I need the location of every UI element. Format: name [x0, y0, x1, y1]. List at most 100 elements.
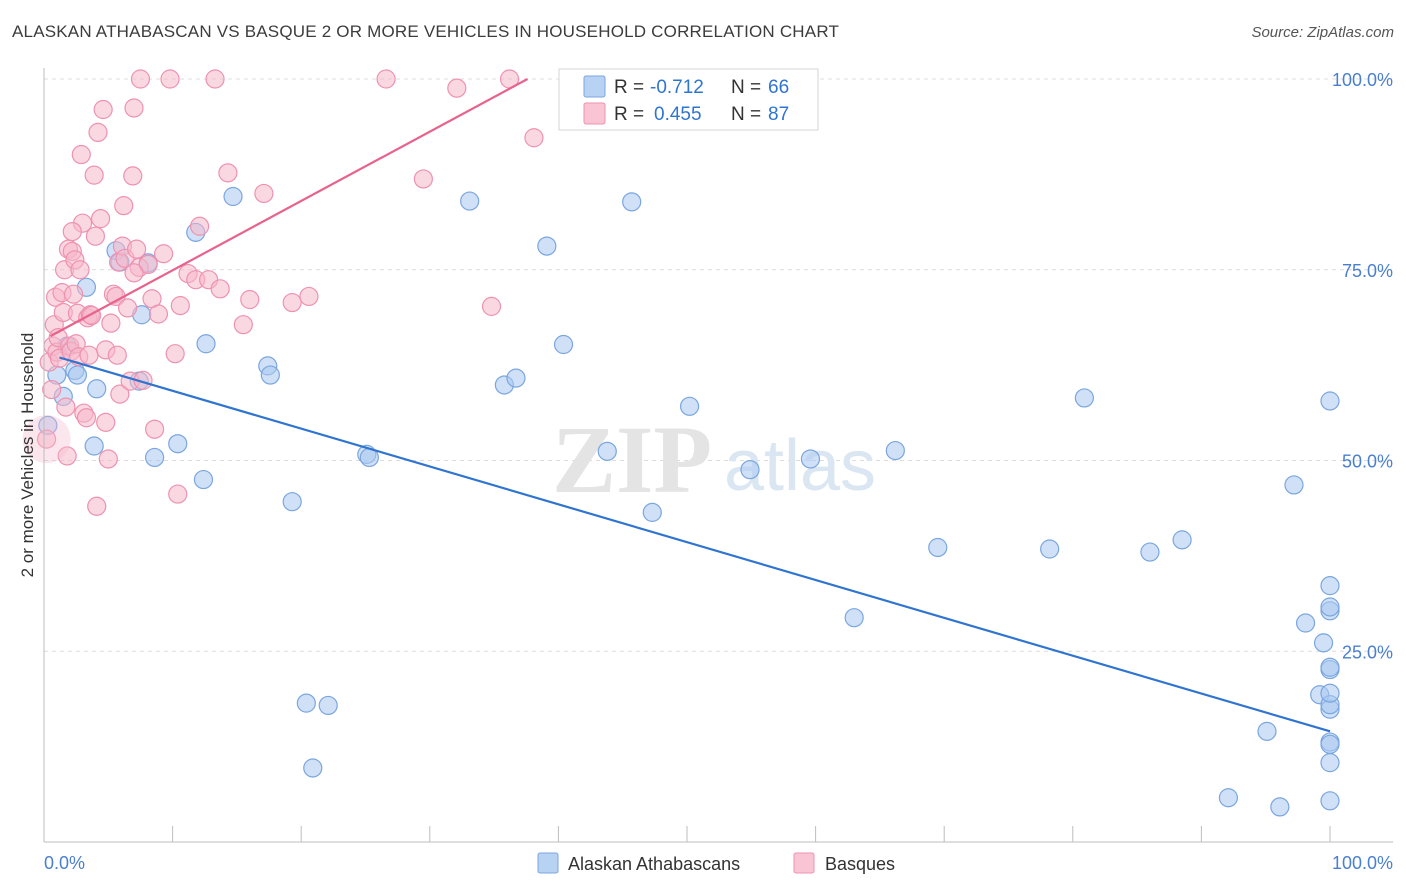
basque-point — [42, 379, 62, 400]
athabascan-point — [296, 693, 316, 713]
athabascan-point — [1218, 788, 1239, 808]
basque-trend-line — [49, 78, 529, 338]
basque-point — [210, 279, 230, 299]
source-label: Source: ZipAtlas.com — [1251, 24, 1394, 41]
athabascan-point — [260, 365, 280, 385]
athabascan-point — [1313, 633, 1334, 653]
basque-point — [413, 169, 433, 189]
grid-layer — [44, 78, 1393, 652]
basque-point — [107, 345, 127, 365]
athabascan-point — [1074, 388, 1094, 408]
basque-point — [79, 345, 99, 365]
basque-point — [81, 305, 102, 326]
athabascan-point — [193, 469, 214, 490]
bottom-legend: Alaskan Athabascans Basques — [537, 852, 895, 874]
basque-point-large — [22, 415, 71, 464]
x-tick-label-min: 0.0% — [44, 853, 85, 873]
legend-swatch-pink — [583, 102, 606, 125]
legend-r-value-1: 0.455 — [654, 104, 702, 125]
y-axis-label: 2 or more Vehicles in Household — [18, 332, 37, 578]
basque-point — [376, 69, 396, 89]
basque-point — [62, 222, 82, 242]
athabascan-point — [1320, 597, 1340, 617]
basque-point — [110, 384, 130, 404]
basque-point — [447, 78, 467, 98]
basque-point — [165, 344, 185, 364]
basque-point — [254, 183, 274, 204]
athabascan-point — [740, 460, 760, 480]
athabascan-trend-line — [59, 356, 1331, 733]
basque-point — [56, 397, 76, 417]
athabascan-point — [303, 758, 323, 778]
athabascan-point — [1040, 539, 1060, 559]
athabascan-point — [1320, 791, 1340, 811]
basque-point — [85, 226, 106, 246]
athabascan-point — [622, 192, 642, 212]
bottom-legend-swatch-blue — [537, 852, 559, 874]
chart-title: ALASKAN ATHABASCAN VS BASQUE 2 OR MORE V… — [12, 22, 840, 41]
legend-n-label-0: N = — [731, 77, 761, 98]
basque-point — [282, 292, 302, 313]
y-tick-label: 75.0% — [1342, 261, 1393, 281]
y-tick-label: 50.0% — [1342, 452, 1393, 472]
points-layer — [22, 69, 1340, 817]
athabascan-point — [844, 608, 864, 628]
athabascan-point — [928, 537, 948, 558]
basque-point — [96, 412, 116, 432]
basque-point — [88, 122, 108, 143]
athabascan-point — [318, 695, 338, 716]
basque-point — [123, 166, 143, 186]
y-tick-label: 100.0% — [1332, 70, 1393, 90]
legend-swatch-blue — [583, 75, 606, 98]
basque-point — [124, 263, 144, 283]
athabascan-point — [885, 440, 905, 461]
athabascan-point — [223, 186, 243, 207]
legend-r-label-1: R = — [614, 104, 644, 125]
basque-point — [299, 286, 319, 307]
basque-point — [126, 239, 147, 259]
athabascan-point — [1320, 391, 1340, 411]
athabascan-point — [597, 441, 617, 461]
athabascan-point — [1320, 683, 1340, 703]
bottom-legend-label-0: Alaskan Athabascans — [568, 854, 740, 874]
basque-point — [87, 496, 107, 516]
basque-point — [170, 296, 190, 316]
basque-point — [101, 313, 121, 333]
basque-point — [36, 429, 57, 449]
athabascan-point — [67, 365, 88, 385]
watermark: ZIP atlas — [552, 406, 876, 513]
athabascan-point — [800, 449, 821, 469]
watermark-zip: ZIP — [552, 406, 712, 513]
legend-r-label-0: R = — [614, 77, 644, 98]
basque-point — [57, 446, 77, 466]
athabascan-point — [196, 334, 216, 354]
athabascan-point — [1140, 542, 1160, 562]
basque-point — [524, 128, 544, 148]
basque-point — [233, 315, 253, 335]
athabascan-point — [84, 436, 104, 456]
legend-r-value-0: -0.712 — [650, 77, 704, 98]
basque-point — [138, 254, 158, 275]
athabascan-point — [1284, 475, 1304, 495]
athabascan-point — [1320, 576, 1340, 596]
basque-point — [148, 304, 169, 324]
y-tick-label: 25.0% — [1342, 642, 1393, 662]
athabascan-point — [87, 379, 107, 399]
athabascan-point — [1320, 657, 1340, 677]
athabascan-point — [537, 236, 557, 256]
basque-point — [153, 244, 174, 264]
basque-point — [70, 260, 90, 280]
athabascan-point — [460, 191, 480, 211]
legend-n-value-0: 66 — [768, 77, 789, 98]
basque-point — [190, 216, 210, 236]
basque-point — [160, 69, 180, 89]
athabascan-point — [1320, 753, 1340, 773]
athabascan-point — [282, 492, 302, 512]
basque-point — [144, 419, 165, 439]
basque-point — [218, 163, 238, 183]
athabascan-point — [1257, 721, 1277, 741]
axis-layer: 100.0% 75.0% 50.0% 25.0% 0.0% 100.0% — [43, 68, 1393, 873]
basque-point — [63, 284, 84, 304]
basque-point — [205, 69, 225, 89]
basque-point — [124, 98, 144, 118]
